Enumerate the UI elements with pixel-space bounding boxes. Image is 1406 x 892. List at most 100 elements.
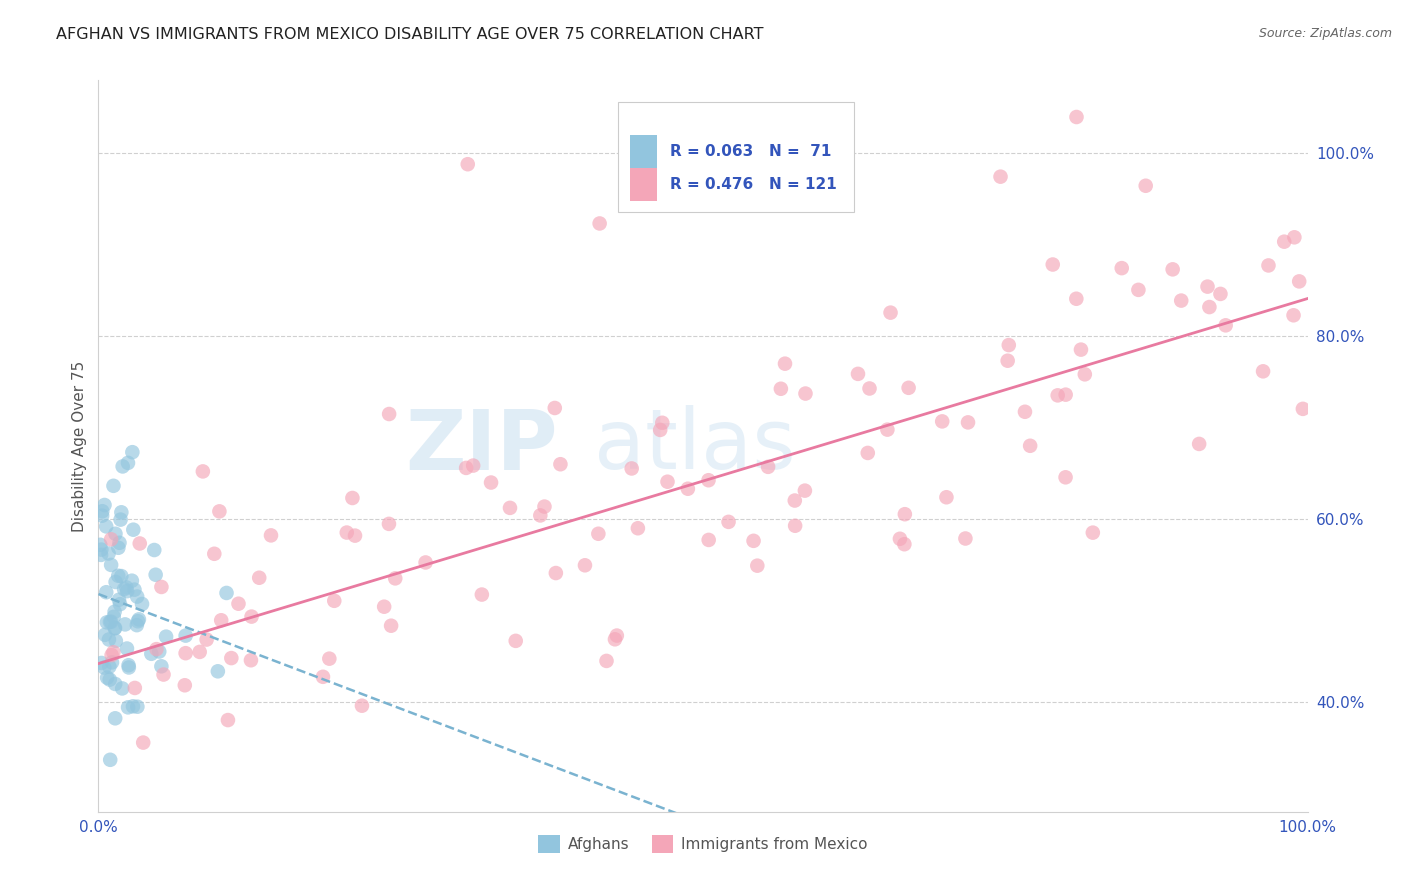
Point <box>1198 300 1220 314</box>
Point <box>889 532 911 546</box>
Point <box>104 621 127 635</box>
Point <box>1257 259 1279 273</box>
FancyBboxPatch shape <box>630 168 657 201</box>
Point <box>697 533 720 547</box>
Point <box>228 597 250 611</box>
Point <box>150 580 173 594</box>
Point <box>104 677 127 691</box>
Point <box>747 558 769 573</box>
Point <box>104 526 127 541</box>
Point <box>124 582 146 597</box>
Text: ZIP: ZIP <box>405 406 558 486</box>
Point <box>107 541 129 555</box>
Point <box>240 609 263 624</box>
Point <box>342 491 364 505</box>
Point <box>373 599 395 614</box>
Point <box>1046 388 1069 402</box>
Point <box>1135 178 1157 193</box>
Point <box>152 667 174 681</box>
Point <box>195 632 218 647</box>
Point <box>215 586 238 600</box>
Point <box>260 528 283 542</box>
Point <box>93 660 115 674</box>
Point <box>115 641 138 656</box>
Point <box>100 648 122 662</box>
Point <box>457 157 479 171</box>
Point <box>717 515 740 529</box>
Point <box>588 217 610 231</box>
Point <box>148 644 170 658</box>
Point <box>378 407 401 421</box>
Point <box>463 458 485 473</box>
Point <box>118 660 141 674</box>
Point <box>96 615 118 630</box>
Point <box>97 632 120 647</box>
Point <box>117 700 139 714</box>
Point <box>783 493 806 508</box>
Point <box>620 461 643 475</box>
Point <box>533 500 555 514</box>
Point <box>697 473 720 487</box>
Point <box>121 445 143 459</box>
Point <box>108 597 131 611</box>
Point <box>209 613 232 627</box>
Point <box>415 556 437 570</box>
Point <box>103 479 125 493</box>
Text: Source: ZipAtlas.com: Source: ZipAtlas.com <box>1258 27 1392 40</box>
Point <box>188 645 211 659</box>
Point <box>114 617 136 632</box>
Point <box>127 614 149 628</box>
Point <box>935 490 957 504</box>
FancyBboxPatch shape <box>630 135 657 168</box>
Point <box>1292 401 1315 416</box>
Point <box>115 581 138 595</box>
Point <box>141 647 163 661</box>
FancyBboxPatch shape <box>619 103 855 212</box>
Point <box>318 651 340 665</box>
Point <box>132 735 155 749</box>
Point <box>1282 308 1305 322</box>
Point <box>107 568 129 582</box>
Point <box>773 357 796 371</box>
Point <box>1215 318 1237 333</box>
Point <box>117 456 139 470</box>
Point <box>90 548 112 562</box>
Point <box>323 594 346 608</box>
Point <box>90 656 112 670</box>
Point <box>104 711 127 725</box>
Point <box>110 505 132 519</box>
Point <box>1019 439 1042 453</box>
Legend: Afghans, Immigrants from Mexico: Afghans, Immigrants from Mexico <box>533 829 873 859</box>
Point <box>207 665 229 679</box>
Point <box>657 475 679 489</box>
Point <box>544 401 567 415</box>
Point <box>124 681 146 695</box>
Point <box>627 521 650 535</box>
Point <box>343 528 366 542</box>
Point <box>650 423 672 437</box>
Point <box>894 507 917 521</box>
Point <box>990 169 1012 184</box>
Point <box>955 532 977 546</box>
Point <box>1042 258 1064 272</box>
Point <box>145 567 167 582</box>
Point <box>931 414 953 428</box>
Text: AFGHAN VS IMMIGRANTS FROM MEXICO DISABILITY AGE OVER 75 CORRELATION CHART: AFGHAN VS IMMIGRANTS FROM MEXICO DISABIL… <box>56 27 763 42</box>
Point <box>111 681 134 696</box>
Point <box>603 632 626 647</box>
Point <box>471 588 494 602</box>
Point <box>110 569 132 583</box>
Point <box>217 713 239 727</box>
Point <box>110 513 132 527</box>
Point <box>1066 292 1088 306</box>
Point <box>98 753 121 767</box>
Point <box>117 658 139 673</box>
Point <box>239 653 262 667</box>
Point <box>104 621 127 635</box>
Point <box>505 633 527 648</box>
Point <box>91 504 114 518</box>
Point <box>1054 387 1077 401</box>
Point <box>997 338 1019 352</box>
Point <box>247 571 270 585</box>
Point <box>103 610 125 624</box>
